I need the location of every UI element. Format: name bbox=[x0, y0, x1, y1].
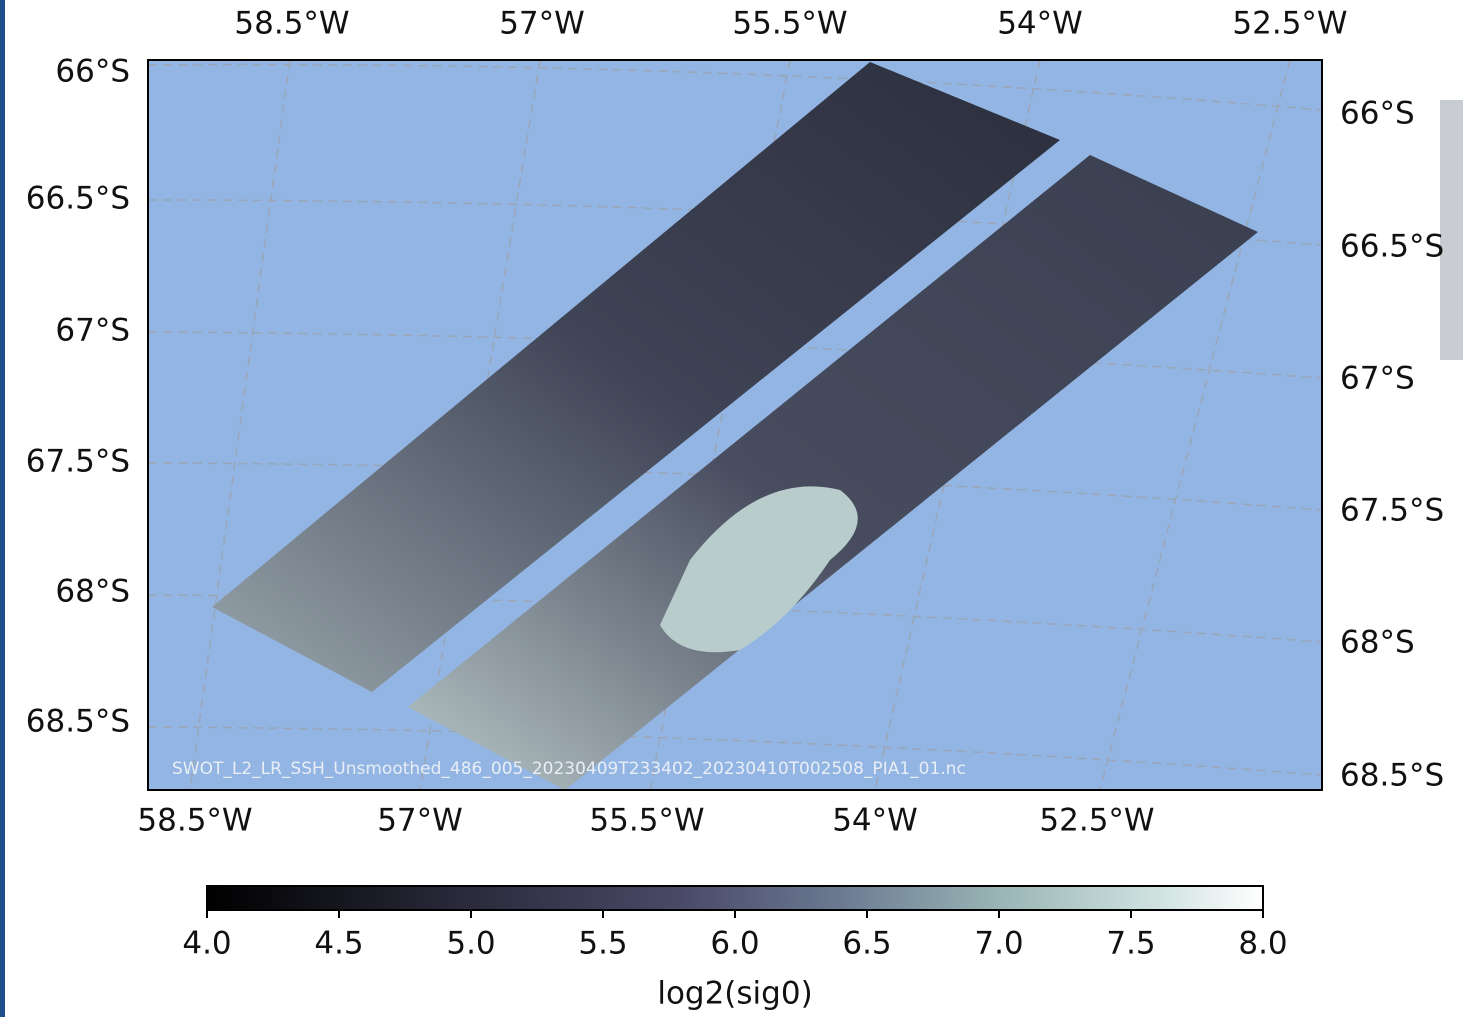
bottom-lon-label: 57°W bbox=[377, 803, 463, 839]
colorbar-tick-label: 7.0 bbox=[974, 926, 1023, 962]
top-lon-label: 55.5°W bbox=[732, 6, 847, 42]
left-edge bbox=[0, 0, 5, 1017]
right-lat-label: 67°S bbox=[1340, 361, 1415, 397]
figure: SWOT_L2_LR_SSH_Unsmoothed_486_005_202304… bbox=[0, 0, 1463, 1017]
right-lat-label: 67.5°S bbox=[1340, 493, 1444, 529]
colorbar-tick-label: 5.0 bbox=[446, 926, 495, 962]
colorbar-tick-label: 6.5 bbox=[842, 926, 891, 962]
left-lat-label: 68.5°S bbox=[26, 704, 130, 740]
colorbar bbox=[207, 886, 1263, 910]
top-lon-label: 58.5°W bbox=[234, 6, 349, 42]
left-lat-label: 68°S bbox=[55, 574, 130, 610]
bottom-lon-label: 54°W bbox=[832, 803, 918, 839]
left-lat-label: 67°S bbox=[55, 313, 130, 349]
colorbar-tick-label: 6.0 bbox=[710, 926, 759, 962]
colorbar-tick-label: 4.5 bbox=[314, 926, 363, 962]
right-lat-label: 68°S bbox=[1340, 625, 1415, 661]
right-lat-label: 66.5°S bbox=[1340, 229, 1444, 265]
right-lat-label: 68.5°S bbox=[1340, 758, 1444, 794]
file-label: SWOT_L2_LR_SSH_Unsmoothed_486_005_202304… bbox=[172, 759, 966, 779]
colorbar-tick-label: 5.5 bbox=[578, 926, 627, 962]
top-lon-label: 57°W bbox=[499, 6, 585, 42]
colorbar-tick-label: 4.0 bbox=[182, 926, 231, 962]
right-lat-label: 66°S bbox=[1340, 96, 1415, 132]
top-lon-label: 54°W bbox=[997, 6, 1083, 42]
bottom-lon-label: 58.5°W bbox=[137, 803, 252, 839]
left-lat-label: 66°S bbox=[55, 54, 130, 90]
top-lon-label: 52.5°W bbox=[1232, 6, 1347, 42]
colorbar-label: log2(sig0) bbox=[657, 976, 812, 1012]
colorbar-tick-label: 7.5 bbox=[1106, 926, 1155, 962]
left-lat-label: 67.5°S bbox=[26, 444, 130, 480]
map-background bbox=[148, 60, 1322, 790]
colorbar-tick-label: 8.0 bbox=[1238, 926, 1287, 962]
bottom-lon-label: 52.5°W bbox=[1039, 803, 1154, 839]
bottom-lon-label: 55.5°W bbox=[589, 803, 704, 839]
left-lat-label: 66.5°S bbox=[26, 181, 130, 217]
page: {"map": { "top_lon_labels": ["58.5°W", "… bbox=[0, 0, 1463, 1017]
